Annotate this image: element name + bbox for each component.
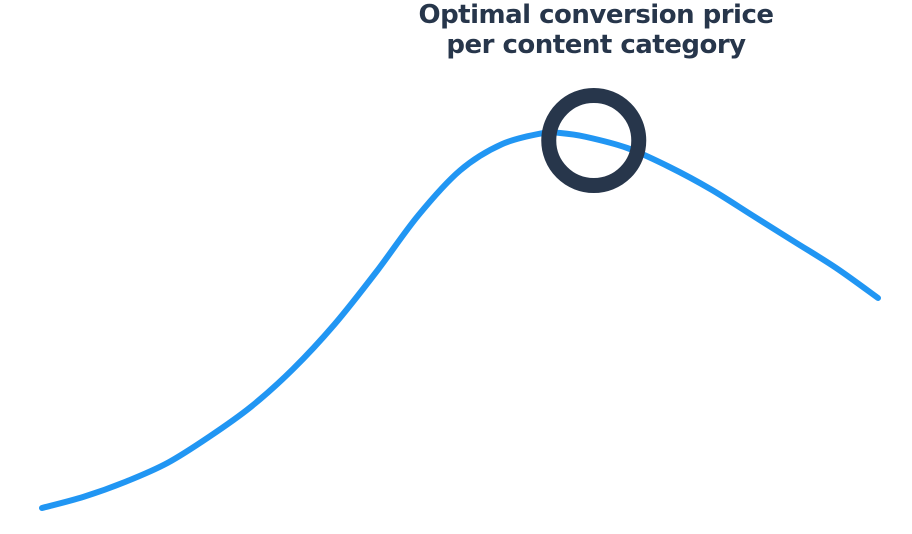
curve-line xyxy=(39,129,881,511)
annotation-title: Optimal conversion price per content cat… xyxy=(396,0,796,60)
annotation-title-line-2: per content category xyxy=(446,30,746,60)
optimal-price-marker xyxy=(541,88,647,193)
annotation-title-line-1: Optimal conversion price xyxy=(418,0,774,30)
